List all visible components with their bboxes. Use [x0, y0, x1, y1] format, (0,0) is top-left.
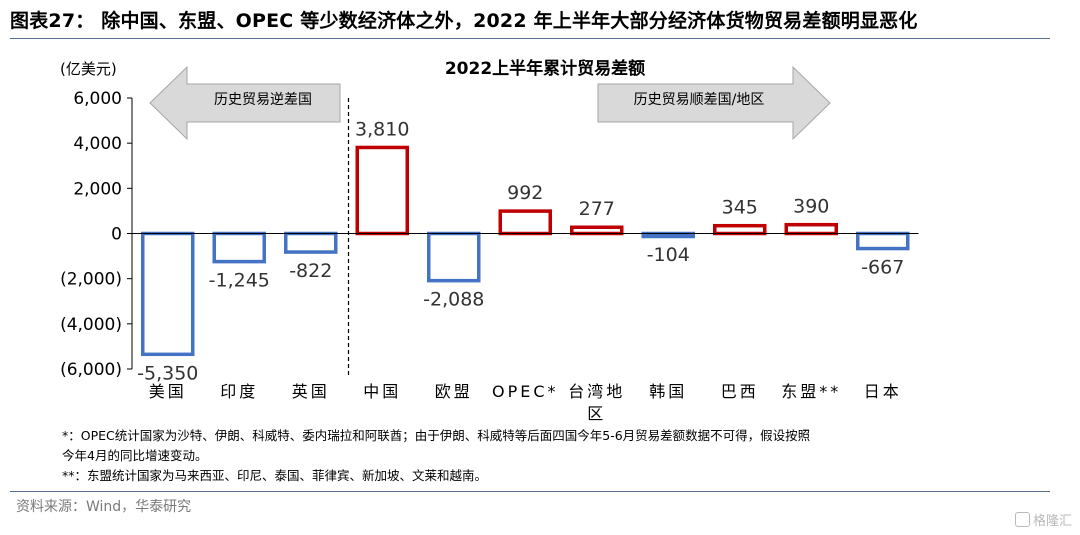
bar-9 [784, 222, 838, 236]
x-tick-label: 东盟** [781, 382, 841, 401]
data-label: -1,245 [209, 270, 270, 292]
bar-0 [141, 231, 195, 357]
bottom-rule [10, 491, 1050, 492]
trade-balance-chart: 2022上半年累计贸易差额 (亿美元) 历史贸易逆差国 历史贸易顺差国/地区 6… [60, 58, 919, 423]
data-label: 277 [579, 198, 615, 220]
bar-6 [570, 225, 624, 236]
x-tick-label: OPEC* [492, 382, 559, 401]
bar-1 [212, 231, 266, 264]
x-tick-label: 台湾地 [568, 382, 625, 401]
y-tick-label: 4,000 [73, 134, 122, 154]
x-tick-label: 英国 [292, 382, 330, 401]
data-label: 3,810 [355, 118, 409, 140]
top-rule [10, 38, 1050, 39]
left-arrow-shape [149, 65, 341, 141]
y-tick-label: (2,000) [60, 270, 122, 290]
data-label: 345 [722, 197, 758, 219]
bar-3 [355, 145, 409, 236]
x-tick-label: 中国 [363, 382, 401, 401]
x-tick-label: 巴西 [721, 382, 759, 401]
x-tick-label: 印度 [220, 382, 258, 401]
watermark-logo-icon [1014, 512, 1030, 527]
watermark-text: 格隆汇 [1032, 514, 1072, 529]
data-label: -104 [647, 244, 690, 266]
footnote-line-1: *：OPEC统计国家为沙特、伊朗、科威特、委内瑞拉和阿联酋；由于伊朗、科威特等后… [62, 428, 811, 443]
x-tick-label: 日本 [864, 382, 902, 401]
y-unit-label: (亿美元) [60, 60, 117, 78]
bar-10 [856, 231, 910, 251]
footnote-line-3: **：东盟统计国家为马来西亚、印尼、泰国、菲律宾、新加坡、文莱和越南。 [62, 468, 488, 483]
x-tick-label: 区 [587, 404, 606, 423]
data-label: -2,088 [423, 289, 484, 311]
data-label: -667 [861, 257, 904, 279]
bars-group: -5,350 -1,245 -822 3,810 -2,088 992 277 -104 345… [137, 118, 910, 384]
y-tick-label: 2,000 [73, 179, 122, 199]
data-label: 992 [507, 182, 543, 204]
data-label: -5,350 [137, 362, 198, 384]
y-tick-label: (4,000) [60, 315, 122, 335]
left-arrow-label: 历史贸易逆差国 [214, 92, 312, 108]
y-tick-label: 6,000 [73, 89, 122, 109]
y-axis: 6,000 4,000 2,000 0 (2,000) (4,000) (6,000) [60, 89, 133, 380]
right-arrow-label: 历史贸易顺差国/地区 [634, 92, 765, 108]
source-text: 资料来源：Wind，华泰研究 [16, 499, 192, 515]
figure-title: 图表27： 除中国、东盟、OPEC 等少数经济体之外，2022 年上半年大部分经… [10, 10, 918, 32]
footnote-line-2: 今年4月的同比增速变动。 [62, 448, 208, 463]
data-label: -822 [289, 260, 332, 282]
bar-5 [498, 209, 552, 236]
data-label: 390 [793, 196, 829, 218]
footnotes: *：OPEC统计国家为沙特、伊朗、科威特、委内瑞拉和阿联酋；由于伊朗、科威特等后… [62, 426, 1022, 486]
chart-title: 2022上半年累计贸易差额 [445, 58, 645, 79]
x-tick-label: 韩国 [649, 382, 687, 401]
bar-2 [284, 231, 338, 254]
x-tick-label: 欧盟 [435, 382, 473, 401]
bar-8 [713, 223, 767, 236]
bar-4 [427, 231, 481, 283]
x-tick-label: 美国 [149, 382, 187, 401]
y-tick-label: (6,000) [60, 360, 122, 380]
y-tick-label: 0 [111, 225, 122, 245]
right-arrow-shape [597, 65, 831, 141]
watermark: 格隆汇 [1014, 510, 1072, 529]
